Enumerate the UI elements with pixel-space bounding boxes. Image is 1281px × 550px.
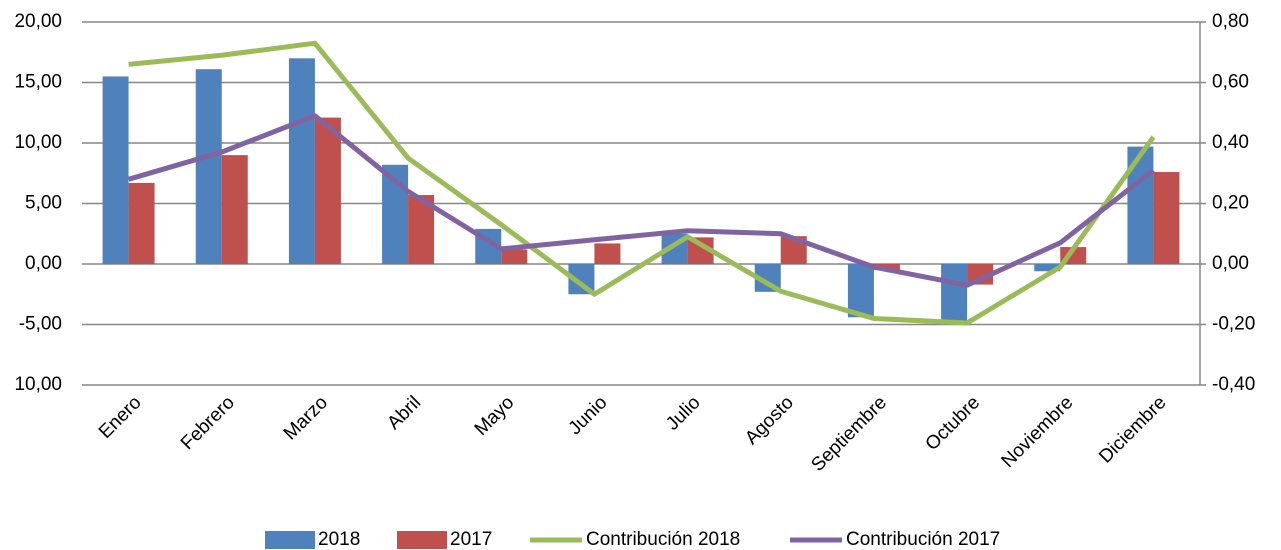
bar <box>1034 264 1061 272</box>
y-tick-label: 5,00 <box>25 193 62 214</box>
bar <box>594 243 621 264</box>
legend-label: 2018 <box>318 529 360 550</box>
legend-label: Contribución 2018 <box>586 529 740 550</box>
legend-label: Contribución 2017 <box>846 529 1000 550</box>
y-tick-label: 20,00 <box>14 11 62 32</box>
bar <box>941 264 968 323</box>
bar <box>221 155 248 264</box>
y2-tick-label: -0,20 <box>1212 314 1255 335</box>
bar <box>102 76 129 264</box>
y2-tick-label: 0,00 <box>1212 253 1249 274</box>
bar <box>967 264 994 285</box>
legend-label: 2017 <box>450 529 492 550</box>
bar <box>847 264 874 318</box>
y2-tick-label: 0,60 <box>1212 72 1249 93</box>
x-tick-label: Abril <box>383 392 425 434</box>
y2-tick-label: 0,20 <box>1212 193 1249 214</box>
bar <box>128 182 155 264</box>
x-tick-label: Diciembre <box>1095 392 1170 467</box>
bar <box>501 249 528 264</box>
bar <box>314 117 341 264</box>
x-tick-label: Agosto <box>741 392 798 449</box>
y-tick-label: -5,00 <box>19 314 62 335</box>
y-tick-label: 10,00 <box>14 132 62 153</box>
y2-tick-label: -0,40 <box>1212 374 1255 395</box>
bar <box>1153 172 1180 264</box>
x-tick-label: Junio <box>565 392 612 439</box>
x-tick-label: Febrero <box>177 392 239 454</box>
bar <box>288 58 315 264</box>
x-tick-label: Julio <box>662 392 704 434</box>
y-tick-label: 15,00 <box>14 72 62 93</box>
x-tick-label: Noviembre <box>998 392 1078 472</box>
y2-tick-label: 0,80 <box>1212 11 1249 32</box>
x-tick-label: Septiembre <box>807 392 891 476</box>
y-tick-label: 0,00 <box>25 253 62 274</box>
x-tick-label: Marzo <box>280 392 332 444</box>
line <box>128 40 1156 326</box>
legend-swatch <box>265 531 315 549</box>
line <box>127 113 1155 288</box>
legend-swatch <box>397 531 447 549</box>
x-tick-label: Mayo <box>471 392 519 440</box>
x-tick-label: Enero <box>95 392 146 443</box>
y-tick-label: 10,00 <box>14 374 62 395</box>
x-tick-label: Octubre <box>922 392 985 455</box>
bar <box>195 69 222 264</box>
y2-tick-label: 0,40 <box>1212 132 1249 153</box>
